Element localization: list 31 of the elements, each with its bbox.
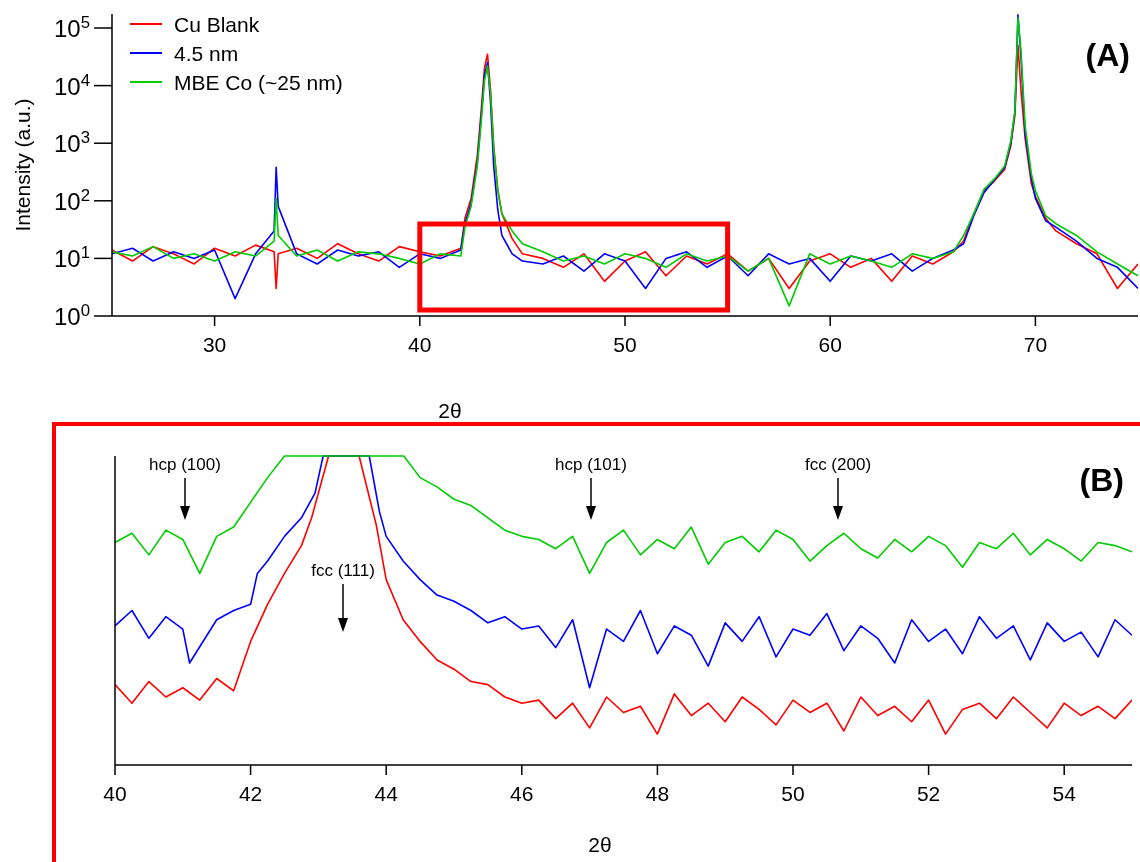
x-axis-title: 2θ: [438, 399, 462, 422]
legend-label: Cu Blank: [174, 13, 260, 36]
x-tick-label: 40: [103, 782, 127, 805]
x-tick-label: 48: [645, 782, 670, 805]
annotation: (B): [1079, 462, 1124, 498]
x-tick-label: 54: [1052, 782, 1077, 805]
annotation: fcc (200): [804, 455, 872, 474]
x-tick-label: 30: [202, 333, 227, 356]
y-tick-label: 10$^{5}$: [53, 12, 90, 42]
y-tick-label: 10$^{1}$: [53, 242, 90, 273]
annotation: fcc (111): [311, 561, 375, 580]
x-tick-label: 60: [818, 333, 842, 356]
y-tick-label: 10$^{2}$: [53, 185, 90, 215]
legend-label: MBE Co (~25 nm): [174, 71, 343, 94]
y-tick-label: 10$^{4}$: [53, 70, 90, 100]
annotation: hcp (101): [555, 455, 627, 474]
x-tick-label: 52: [916, 782, 941, 805]
y-tick-label: 10$^{0}$: [53, 300, 90, 330]
x-tick-label: 50: [781, 782, 805, 805]
x-tick-label: 50: [613, 333, 637, 356]
y-axis-title: Intensity (a.u.): [11, 98, 34, 232]
x-tick-label: 46: [510, 782, 534, 805]
annotation: hcp (100): [149, 455, 221, 474]
x-tick-label: 40: [408, 333, 432, 356]
annotation: (A): [1085, 37, 1130, 73]
legend-label: 4.5 nm: [174, 42, 239, 65]
y-tick-label: 10$^{3}$: [53, 127, 90, 158]
x-tick-label: 44: [374, 782, 399, 805]
x-tick-label: 70: [1023, 333, 1048, 356]
x-tick-label: 42: [238, 782, 263, 805]
x-axis-title: 2θ: [588, 833, 612, 856]
